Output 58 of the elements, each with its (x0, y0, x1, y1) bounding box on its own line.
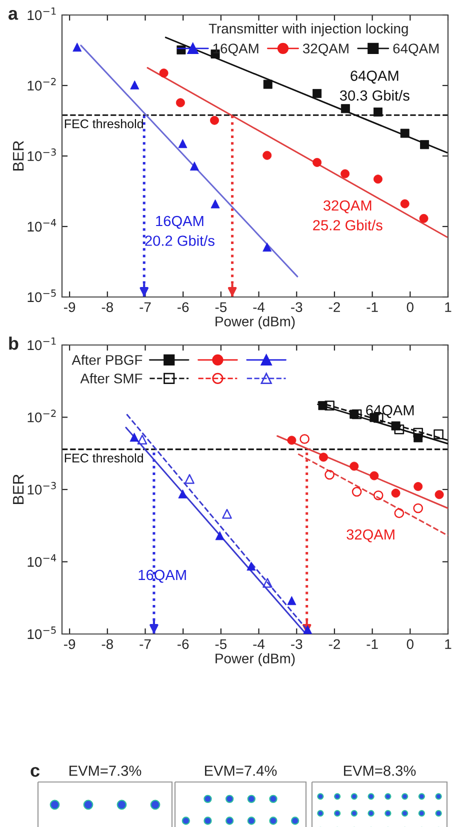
x-tick-label: -7 (140, 302, 151, 312)
y-tick-label: 10$^{−5}$ (28, 626, 56, 640)
y-tick-label: 10$^{−2}$ (28, 78, 56, 91)
legend-label: 32QAM (302, 44, 348, 56)
annotation: 16QAM (138, 570, 186, 583)
ref-line-label: FEC threshold (64, 453, 143, 462)
ref-line-label: FEC threshold (64, 119, 143, 128)
annotation: 32QAM (323, 200, 372, 214)
x-tick-label: 1 (445, 302, 452, 312)
x-tick-label: -3 (291, 639, 302, 650)
x-tick-label: -9 (64, 639, 76, 650)
legend-label: 64QAM (393, 44, 439, 56)
x-tick-label: -6 (178, 639, 189, 650)
annotation: 32QAM (346, 529, 394, 542)
x-tick-label: -1 (366, 639, 378, 649)
x-tick-label: -1 (366, 302, 378, 312)
y-tick-label: 10$^{−1}$ (28, 8, 56, 20)
legend-title: Transmitter with injection locking (208, 23, 408, 36)
x-tick-label: -2 (328, 302, 340, 312)
x-tick-label: -8 (102, 639, 113, 650)
y-tick-label: 10$^{−3}$ (28, 148, 56, 162)
x-tick-label: 0 (406, 302, 414, 312)
x-tick-label: 0 (406, 639, 414, 650)
x-tick-label: -5 (215, 639, 227, 650)
y-tick-label: 10$^{−2}$ (28, 410, 56, 422)
text: EVM=7.4% (205, 766, 277, 776)
x-axis-title: Power (dBm) (216, 653, 295, 666)
x-tick-label: -3 (291, 302, 302, 312)
x-tick-label: -2 (328, 639, 340, 649)
annotation: 16QAM (156, 216, 204, 229)
text: a (8, 10, 18, 20)
annotation: 20.2 Gbit/s (145, 235, 214, 246)
x-tick-label: -7 (140, 639, 151, 649)
annotation: 64QAM (366, 405, 414, 418)
legend-label: After SMF (80, 373, 142, 384)
x-axis-title: Power (dBm) (216, 316, 295, 330)
annotation: 64QAM (350, 70, 398, 84)
x-tick-label: -4 (253, 302, 265, 312)
x-tick-label: -6 (178, 302, 189, 312)
annotation: 30.3 Gbit/s (340, 90, 410, 101)
x-tick-label: -9 (64, 302, 76, 312)
x-tick-label: 1 (445, 639, 452, 649)
text: c (30, 766, 40, 777)
y-tick-label: 10$^{−3}$ (28, 482, 56, 495)
y-axis-title: BER (13, 141, 24, 170)
x-tick-label: -5 (215, 302, 227, 312)
y-tick-label: 10$^{−1}$ (28, 338, 56, 350)
text: EVM=7.3% (70, 766, 142, 776)
y-tick-label: 10$^{−4}$ (28, 219, 56, 232)
y-tick-label: 10$^{−5}$ (28, 290, 56, 302)
x-tick-label: -8 (102, 302, 113, 312)
annotation: 25.2 Gbit/s (313, 220, 382, 230)
y-tick-label: 10$^{−4}$ (28, 554, 56, 567)
x-tick-label: -4 (253, 639, 265, 649)
legend-label: After PBGF (72, 354, 142, 365)
y-axis-title: BER (13, 474, 24, 504)
text: EVM=8.3% (344, 766, 416, 776)
text: b (9, 336, 18, 350)
